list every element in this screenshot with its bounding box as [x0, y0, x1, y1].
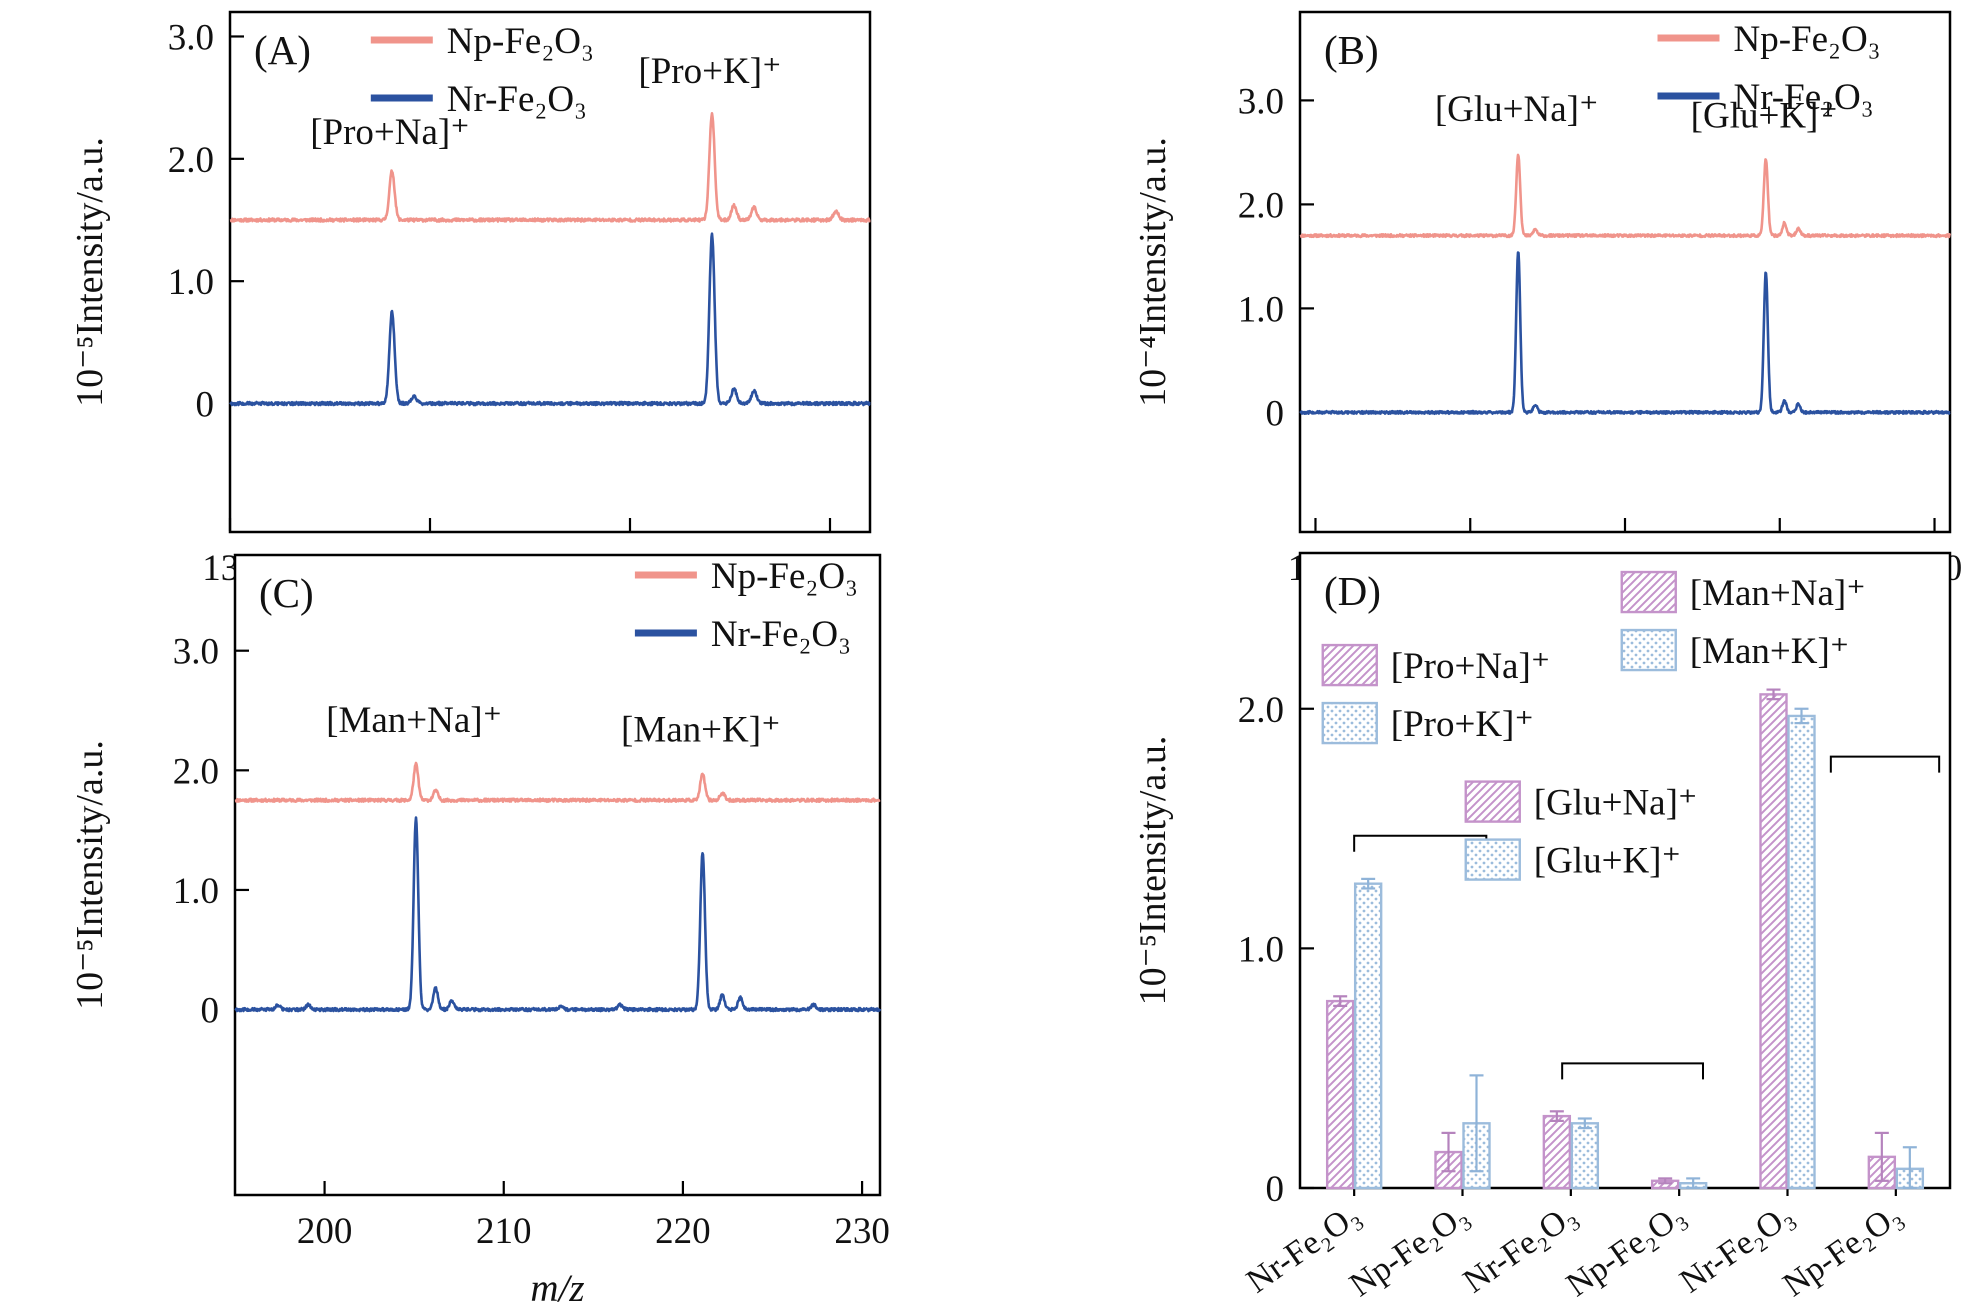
series-Np-Fe₂O₃	[234, 761, 881, 803]
significance-bracket	[1829, 755, 1941, 773]
y-tick-label: 1.0	[1238, 929, 1284, 970]
y-tick-label: 3.0	[173, 632, 219, 673]
peak-annotation: [Pro+Na]⁺	[310, 112, 470, 153]
y-axis-title: 10⁻⁴Intensity/a.u.	[1132, 137, 1174, 407]
legend-swatch	[1321, 701, 1378, 745]
panel-b-glu-spectrum: 01.02.03.010⁻⁴Intensity/a.u.(B)190200210…	[1132, 10, 1962, 645]
plot-frame	[233, 553, 882, 1197]
y-axis-title: 10⁻⁵Intensity/a.u.	[69, 137, 111, 407]
y-tick-label: 0	[1266, 1169, 1285, 1210]
y-tick-label: 1.0	[168, 262, 214, 303]
legend-swatch	[1464, 838, 1521, 881]
plot-frame	[1298, 10, 1952, 534]
y-tick-label: 3.0	[1238, 81, 1284, 122]
x-tick-label: 220	[655, 1211, 711, 1252]
y-tick-label: 2.0	[1238, 690, 1284, 731]
bar-Glu-Nr-Fe₂O₃-dots	[1570, 1122, 1600, 1190]
x-tick-label: 230	[834, 1211, 890, 1252]
x-tick-label: 210	[476, 1211, 532, 1252]
legend-label: Np-Fe₂O₃	[447, 21, 594, 62]
y-tick-label: 2.0	[1238, 185, 1284, 226]
legend-label: [Glu+K]⁺	[1534, 841, 1681, 882]
panel-label: (D)	[1324, 568, 1381, 614]
bar-Pro-Nr-Fe₂O₃-hatch	[1325, 999, 1355, 1190]
peak-annotation: [Glu+Na]⁺	[1435, 89, 1599, 130]
bar-Glu-Nr-Fe₂O₃-hatch	[1542, 1114, 1572, 1190]
category-label: Np-Fe₂O₃	[1776, 1196, 1908, 1304]
series-Nr-Fe₂O₃	[234, 816, 882, 1013]
panel-label: (B)	[1324, 27, 1379, 73]
panel-label: (A)	[254, 27, 311, 73]
legend-label: [Pro+Na]⁺	[1391, 646, 1551, 687]
category-label: Nr-Fe₂O₃	[1240, 1196, 1367, 1300]
legend-label: Nr-Fe₂O₃	[447, 79, 587, 120]
series-Nr-Fe₂O₃	[229, 232, 871, 407]
legend-label: Nr-Fe₂O₃	[1734, 77, 1874, 118]
panel-a-pro-spectrum: 01.02.03.010⁻⁵Intensity/a.u.(A)130140150…	[69, 10, 872, 645]
peak-annotation: [Man+Na]⁺	[326, 700, 502, 741]
bar-Man-Nr-Fe₂O₃-hatch	[1759, 693, 1788, 1190]
x-axis-title: m/z	[530, 1267, 584, 1309]
legend-swatch	[1620, 628, 1677, 672]
legend-swatch	[1321, 643, 1378, 687]
significance-bracket	[1561, 1062, 1704, 1080]
panel-label: (C)	[259, 570, 314, 616]
legend-label: [Glu+Na]⁺	[1534, 783, 1698, 824]
series-Np-Fe₂O₃	[1299, 153, 1952, 239]
legend-label: Nr-Fe₂O₃	[711, 614, 851, 655]
category-label: Np-Fe₂O₃	[1560, 1196, 1692, 1304]
y-tick-label: 2.0	[168, 140, 214, 181]
y-tick-label: 1.0	[1238, 289, 1284, 330]
x-tick-label: 200	[297, 1211, 353, 1252]
panel-c-man-spectrum: 0 1.0 2.0 3.0 10⁻⁵Intensity/a.u. (C) 200 210 220…	[69, 553, 890, 1309]
y-axis-title: 10⁻⁵Intensity/a.u.	[1132, 736, 1174, 1006]
category-label: Np-Fe₂O₃	[1343, 1196, 1475, 1304]
bar-Man-Nr-Fe₂O₃-dots	[1787, 714, 1816, 1190]
y-tick-label: 0	[196, 385, 215, 426]
y-axis-title: 10⁻⁵Intensity/a.u.	[69, 740, 111, 1010]
legend-label: Np-Fe₂O₃	[1734, 19, 1881, 60]
y-tick-label: 3.0	[168, 17, 214, 58]
y-tick-label: 0	[201, 991, 220, 1032]
peak-annotation: [Pro+K]⁺	[638, 51, 781, 92]
category-label: Nr-Fe₂O₃	[1673, 1196, 1800, 1300]
series-Np-Fe₂O₃	[229, 112, 871, 223]
legend-label: [Man+Na]⁺	[1690, 573, 1866, 614]
legend-label: [Man+K]⁺	[1690, 631, 1850, 672]
peak-annotation: [Glu+K]⁺	[1691, 95, 1838, 136]
bar-Pro-Nr-Fe₂O₃-dots	[1353, 882, 1383, 1190]
y-tick-label: 1.0	[173, 871, 219, 912]
legend-label: Np-Fe₂O₃	[711, 556, 858, 597]
legend-swatch	[1464, 780, 1521, 823]
y-tick-label: 2.0	[173, 751, 219, 792]
category-label: Nr-Fe₂O₃	[1457, 1196, 1584, 1300]
y-tick-label: 0	[1266, 393, 1285, 434]
peak-annotation: [Man+K]⁺	[621, 710, 781, 751]
series-Nr-Fe₂O₃	[1299, 251, 1951, 415]
legend-label: [Pro+K]⁺	[1391, 704, 1534, 745]
legend-swatch	[1620, 570, 1677, 614]
panel-d-intensity-bar-chart: 01.02.010⁻⁵Intensity/a.u.(D)Nr-Fe₂O₃Np-F…	[1132, 551, 1952, 1304]
plot-frame	[228, 10, 872, 534]
